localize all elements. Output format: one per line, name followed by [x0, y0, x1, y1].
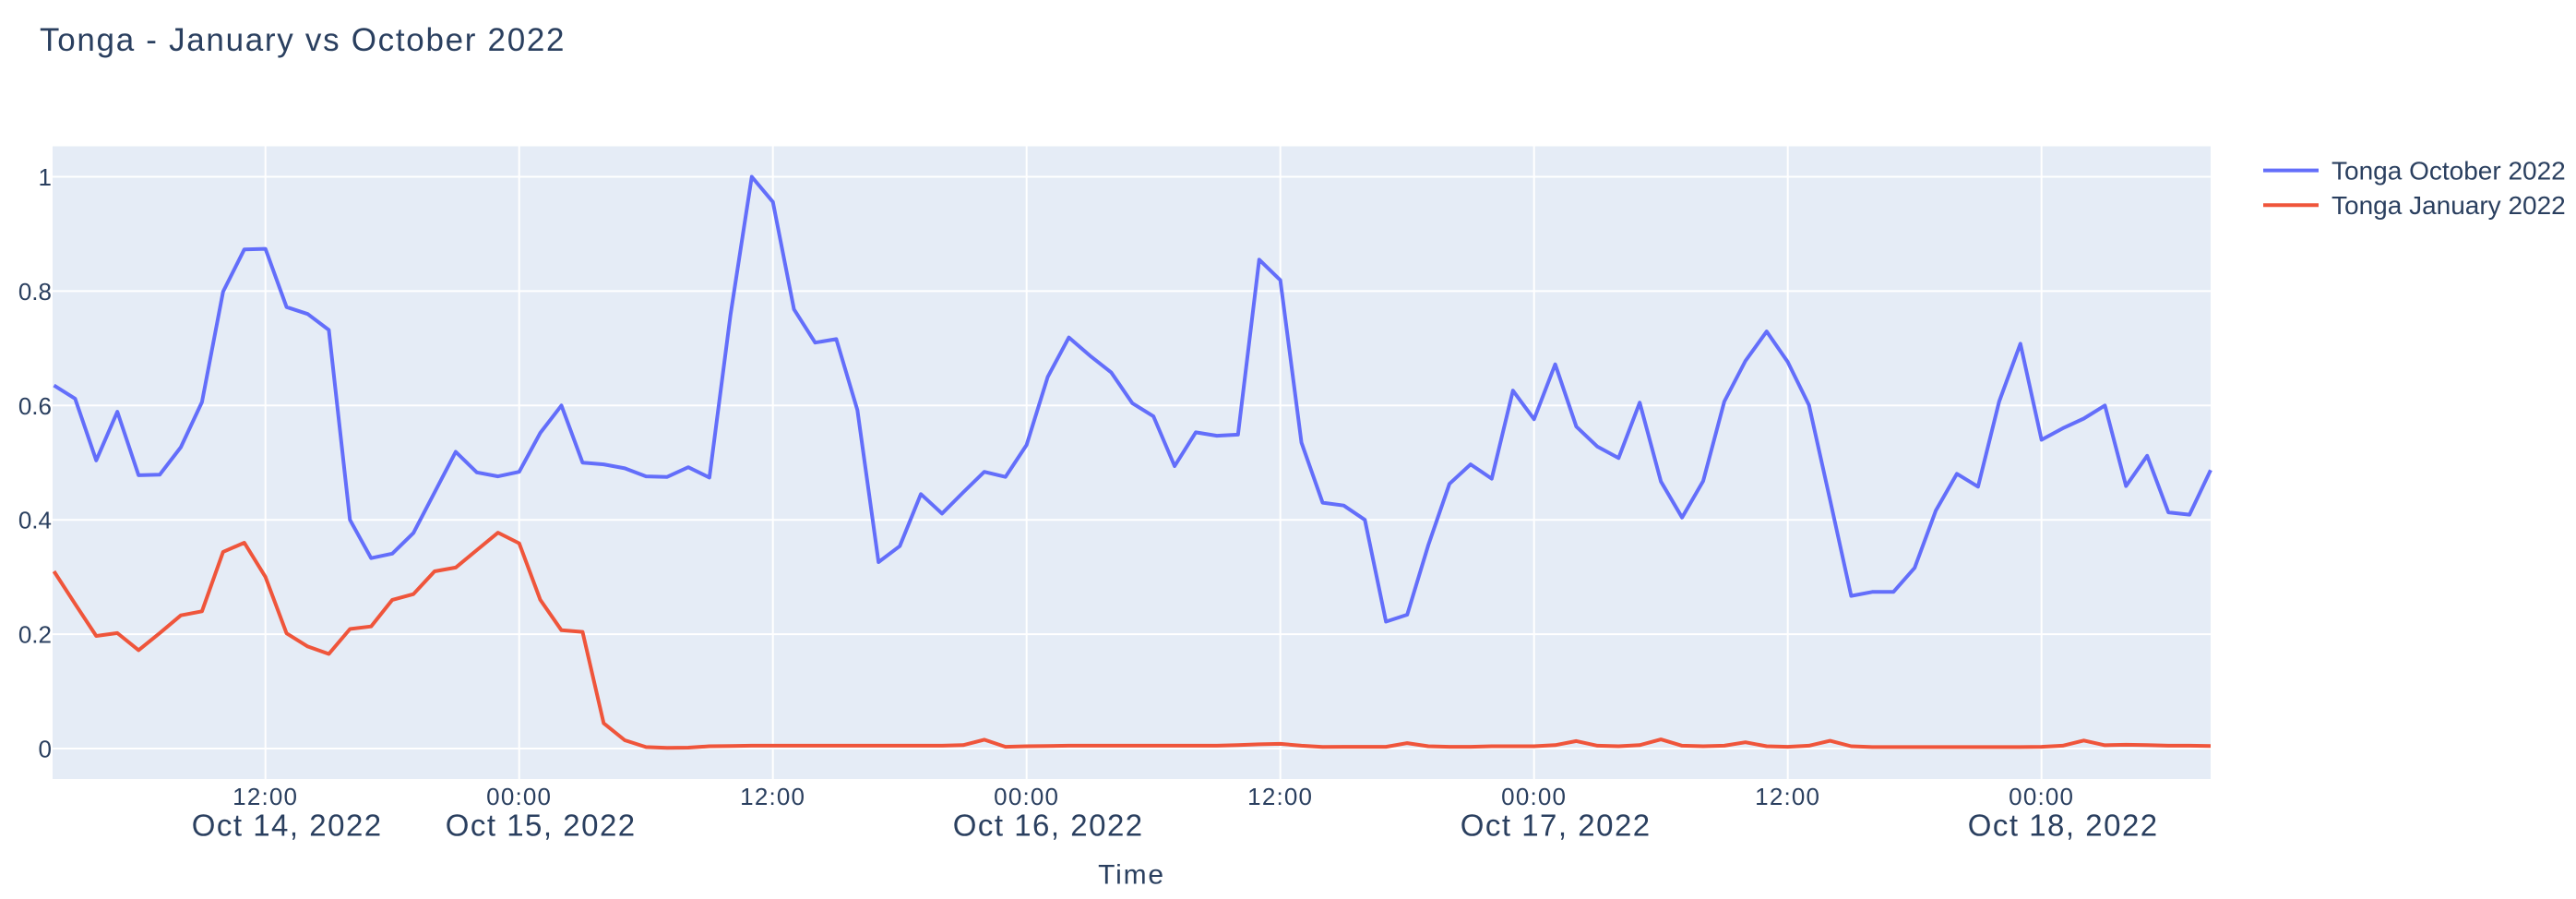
svg-text:Tonga - January vs October 202: Tonga - January vs October 2022	[40, 22, 566, 58]
svg-text:Oct 17, 2022: Oct 17, 2022	[1461, 809, 1652, 843]
svg-text:0.2: 0.2	[18, 621, 52, 649]
svg-text:0.8: 0.8	[18, 278, 52, 306]
svg-text:Tonga January 2022: Tonga January 2022	[2332, 191, 2566, 220]
svg-text:Oct 16, 2022: Oct 16, 2022	[953, 809, 1144, 843]
svg-text:0.4: 0.4	[18, 507, 52, 534]
svg-text:12:00: 12:00	[740, 783, 805, 810]
svg-text:00:00: 00:00	[486, 783, 552, 810]
svg-text:0.6: 0.6	[18, 392, 52, 420]
svg-text:Oct 14, 2022: Oct 14, 2022	[192, 809, 383, 843]
svg-text:Oct 15, 2022: Oct 15, 2022	[446, 809, 637, 843]
svg-text:00:00: 00:00	[994, 783, 1059, 810]
svg-text:Tonga October 2022: Tonga October 2022	[2332, 157, 2566, 186]
svg-text:Oct 18, 2022: Oct 18, 2022	[1968, 809, 2159, 843]
svg-text:12:00: 12:00	[1755, 783, 1820, 810]
svg-text:Time: Time	[1098, 860, 1165, 891]
svg-text:0: 0	[39, 736, 52, 763]
svg-text:12:00: 12:00	[233, 783, 298, 810]
svg-text:12:00: 12:00	[1247, 783, 1313, 810]
svg-text:00:00: 00:00	[2009, 783, 2074, 810]
svg-text:00:00: 00:00	[1501, 783, 1567, 810]
svg-text:1: 1	[39, 163, 52, 191]
